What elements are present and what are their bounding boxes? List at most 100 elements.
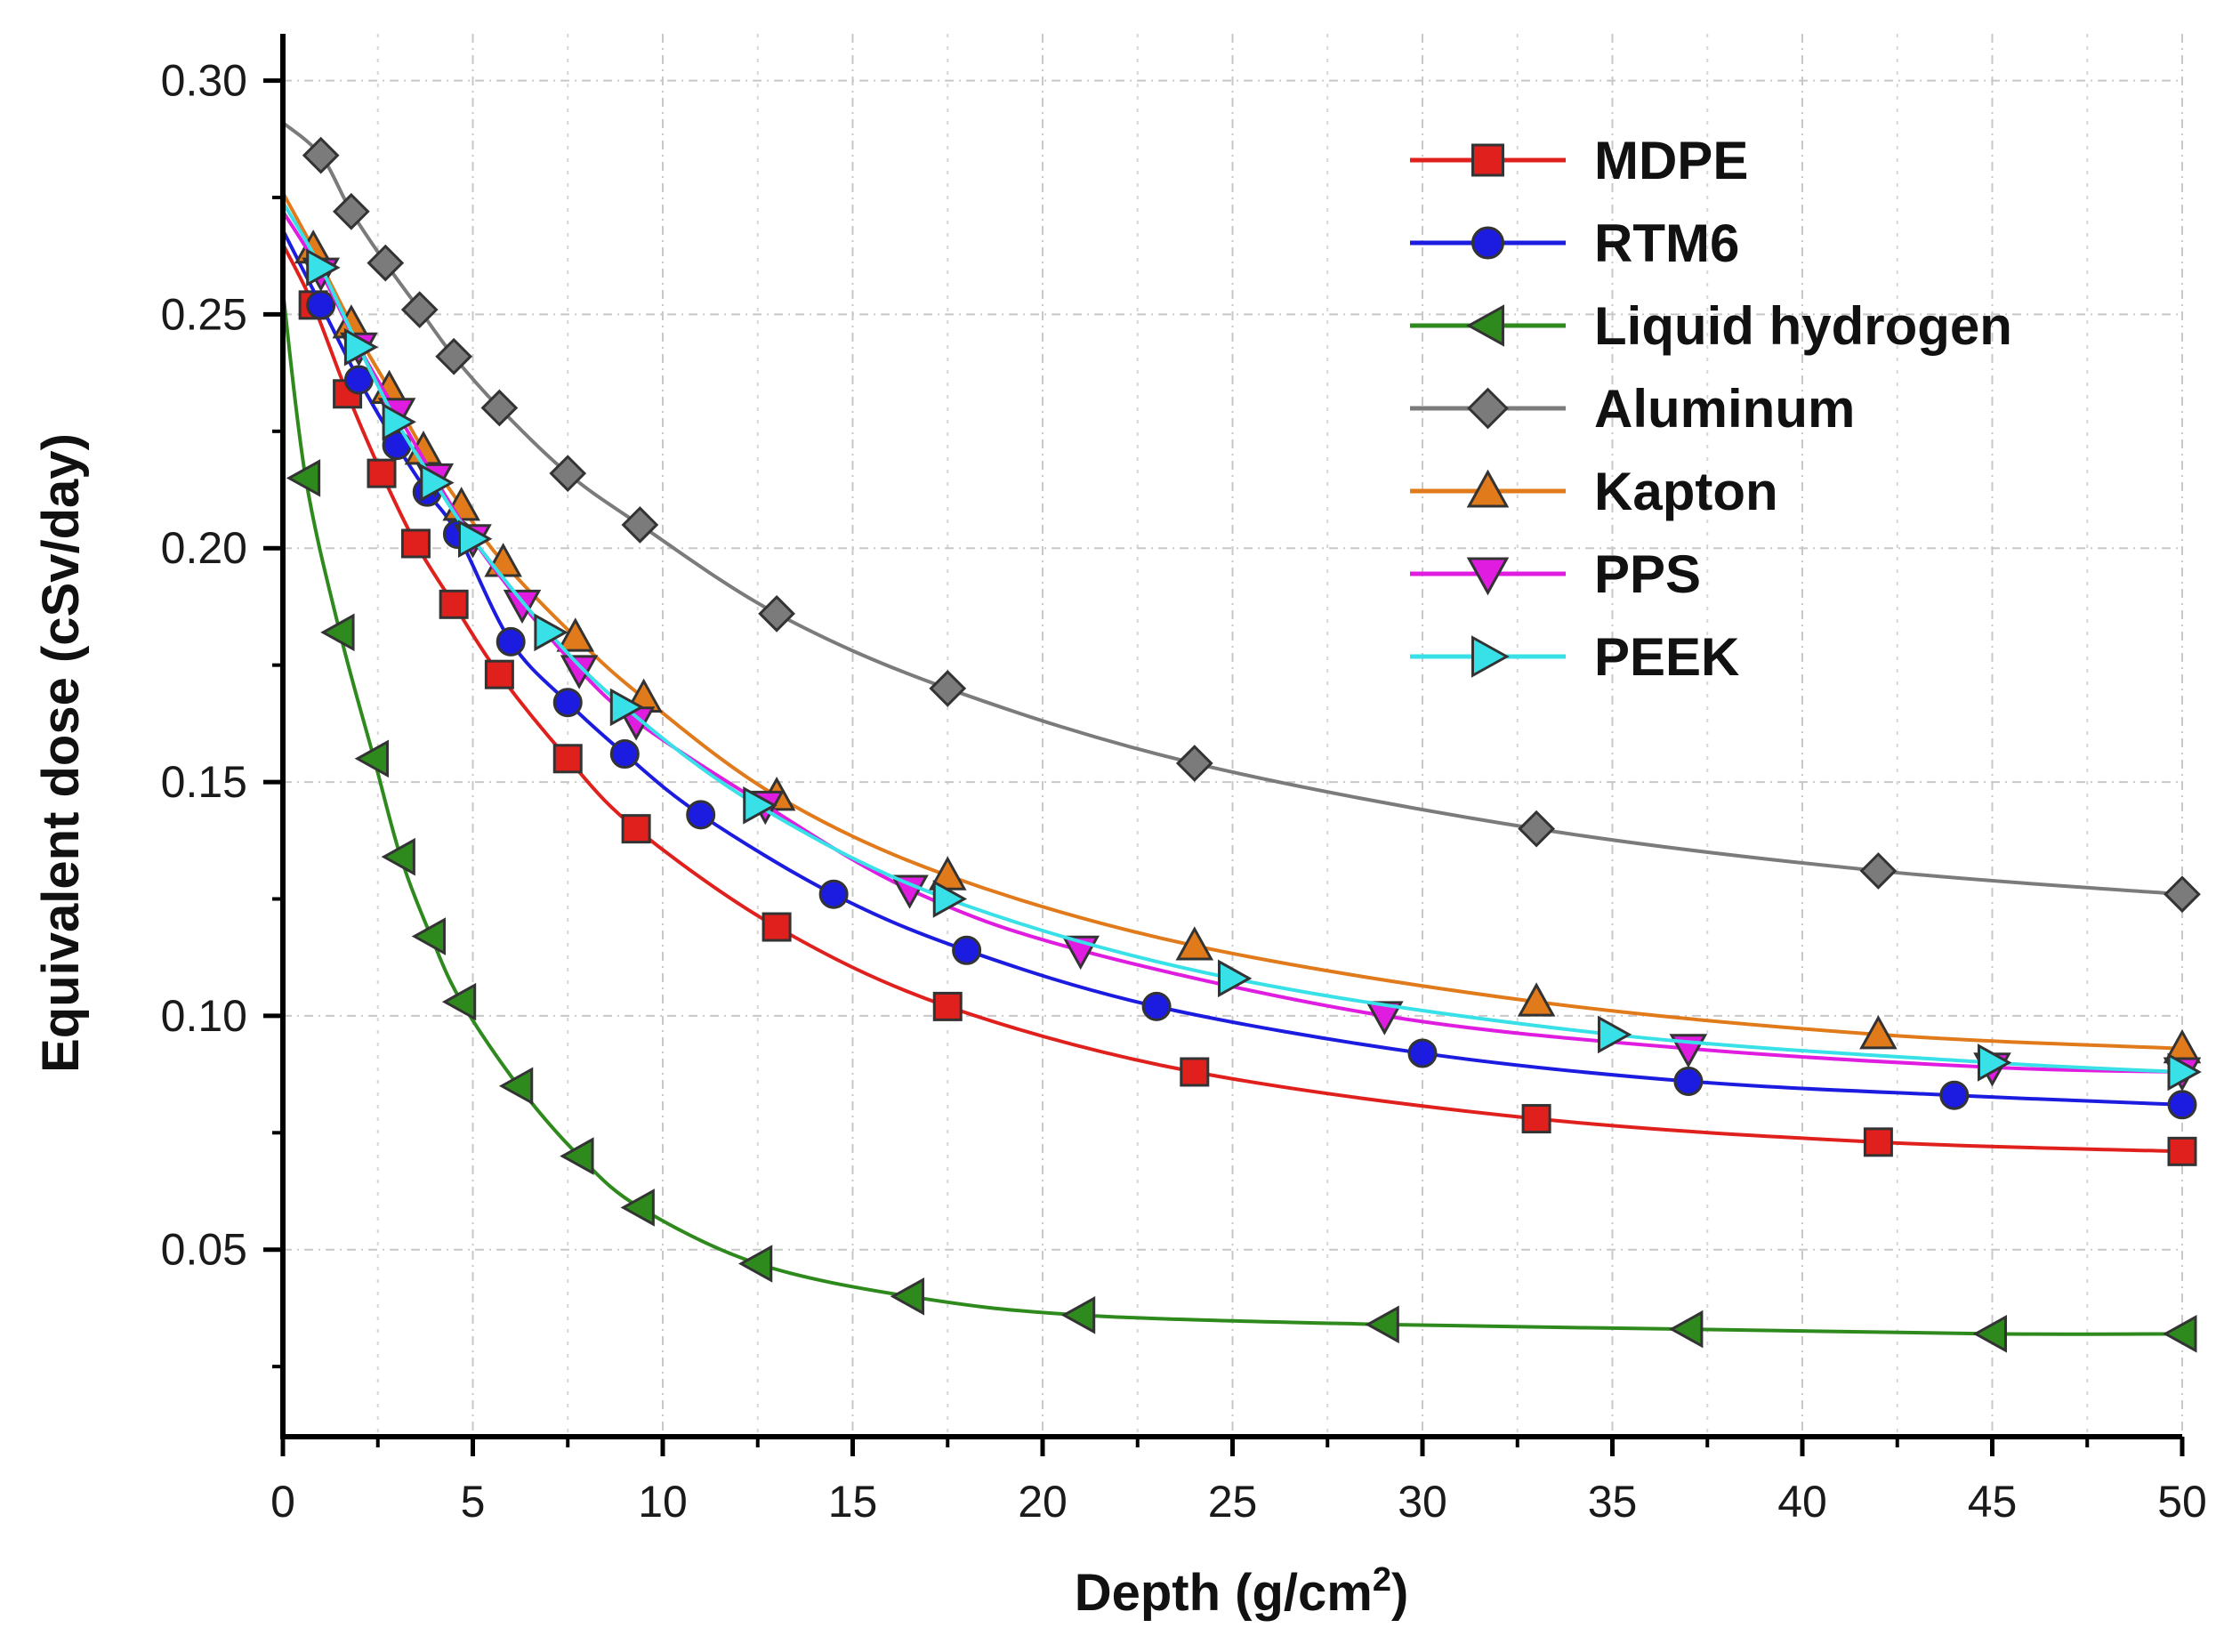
x-tick-label: 0 <box>270 1477 295 1527</box>
point-kapton <box>1859 1015 1898 1050</box>
point-liquid-hydrogen <box>560 1137 594 1175</box>
point-pps <box>1366 1001 1404 1036</box>
x-axis-title-text: Depth (g/cm <box>1075 1564 1373 1622</box>
point-mdpe <box>932 991 963 1021</box>
x-tick-label: 10 <box>638 1477 688 1527</box>
series-liquid-hydrogen <box>281 290 2197 1353</box>
point-peek <box>743 786 778 825</box>
point-aluminum <box>758 594 795 633</box>
x-axis-title: Depth (g/cm2) <box>1075 1561 1409 1622</box>
point-liquid-hydrogen <box>411 917 447 955</box>
point-mdpe <box>439 589 469 619</box>
point-peek <box>932 880 968 918</box>
y-tick-label: 0.25 <box>161 289 247 339</box>
point-mdpe <box>484 659 514 689</box>
point-aluminum <box>302 136 340 174</box>
legend-label-rtm6: RTM6 <box>1594 214 1739 273</box>
legend-item-rtm6: RTM6 <box>1410 214 1739 273</box>
x-axis-title-close: ) <box>1391 1564 1408 1622</box>
point-kapton <box>556 617 595 652</box>
point-liquid-hydrogen <box>498 1067 534 1106</box>
point-aluminum <box>332 192 370 230</box>
legend-label-aluminum: Aluminum <box>1594 379 1855 439</box>
point-aluminum <box>1518 810 1555 848</box>
x-tick-label: 30 <box>1398 1477 1447 1527</box>
x-tick-label: 15 <box>828 1477 878 1527</box>
legend-item-liquid-hydrogen: Liquid hydrogen <box>1410 296 2012 356</box>
point-peek <box>420 463 455 502</box>
point-aluminum <box>2164 875 2201 914</box>
point-peek <box>343 327 379 367</box>
point-peek <box>1218 959 1253 998</box>
point-aluminum <box>621 506 659 544</box>
legend-label-peek: PEEK <box>1594 627 1739 687</box>
point-aluminum <box>549 455 587 492</box>
point-liquid-hydrogen <box>1060 1296 1096 1334</box>
point-rtm6 <box>609 739 640 770</box>
point-mdpe <box>1180 1057 1210 1087</box>
legend-marker-liquid-hydrogen <box>1466 304 1504 347</box>
point-rtm6 <box>552 688 583 718</box>
legend-item-mdpe: MDPE <box>1410 131 1748 190</box>
point-kapton <box>1517 982 1556 1017</box>
point-liquid-hydrogen <box>737 1245 773 1283</box>
point-rtm6 <box>1673 1066 1704 1096</box>
point-rtm6 <box>1407 1038 1438 1068</box>
point-rtm6 <box>686 800 716 830</box>
point-mdpe <box>400 528 431 559</box>
point-rtm6 <box>343 365 374 395</box>
point-mdpe <box>761 912 792 942</box>
point-mdpe <box>621 814 651 844</box>
point-mdpe <box>2167 1136 2197 1166</box>
legend-marker-peek <box>1471 635 1510 678</box>
legend-marker-mdpe <box>1471 143 1504 177</box>
point-mdpe <box>1521 1104 1551 1134</box>
point-aluminum <box>367 244 405 282</box>
x-tick-label: 35 <box>1588 1477 1638 1527</box>
point-mdpe <box>1863 1127 1893 1157</box>
point-rtm6 <box>952 935 982 965</box>
point-aluminum <box>929 670 967 707</box>
point-liquid-hydrogen <box>441 982 477 1021</box>
point-peek <box>458 520 493 559</box>
point-peek <box>2167 1052 2202 1092</box>
point-rtm6 <box>306 290 336 320</box>
point-peek <box>1978 1044 2012 1082</box>
point-peek <box>306 248 341 287</box>
point-liquid-hydrogen <box>320 613 355 652</box>
point-aluminum <box>400 291 439 329</box>
ticks: 0 5 10 15 20 25 30 35 40 45 50 0.05 0.10 0.15 0.20 0.25… <box>161 56 2207 1527</box>
point-aluminum <box>480 389 519 427</box>
point-peek <box>382 403 416 441</box>
legend-marker-kapton <box>1466 469 1510 508</box>
x-tick-label: 45 <box>1968 1477 2018 1527</box>
point-rtm6 <box>818 879 849 909</box>
legend-label-mdpe: MDPE <box>1594 131 1748 190</box>
x-tick-label: 40 <box>1777 1477 1827 1527</box>
legend-marker-rtm6 <box>1471 226 1504 260</box>
legend-label-pps: PPS <box>1594 544 1701 604</box>
point-liquid-hydrogen <box>890 1277 925 1316</box>
axes <box>280 34 2182 1439</box>
point-rtm6 <box>2167 1090 2197 1120</box>
point-rtm6 <box>1939 1080 1970 1110</box>
x-tick-label: 5 <box>461 1477 486 1527</box>
x-tick-label: 25 <box>1208 1477 1258 1527</box>
point-mdpe <box>552 744 583 774</box>
x-tick-label: 20 <box>1018 1477 1068 1527</box>
point-kapton <box>1175 926 1214 961</box>
series-peek <box>281 201 2202 1092</box>
series-layer <box>281 121 2202 1353</box>
point-aluminum <box>1175 745 1213 782</box>
series-kapton <box>281 191 2202 1064</box>
point-pps <box>890 874 929 909</box>
point-liquid-hydrogen <box>286 459 321 497</box>
y-tick-label: 0.10 <box>161 991 247 1041</box>
y-axis-title: Equivalent dose (cSv/day) <box>32 433 90 1073</box>
point-peek <box>1598 1015 1632 1054</box>
point-liquid-hydrogen <box>2163 1315 2197 1353</box>
legend-label-liquid-hydrogen: Liquid hydrogen <box>1594 296 2012 356</box>
series-aluminum <box>281 121 2201 914</box>
legend-item-pps: PPS <box>1410 544 1701 604</box>
